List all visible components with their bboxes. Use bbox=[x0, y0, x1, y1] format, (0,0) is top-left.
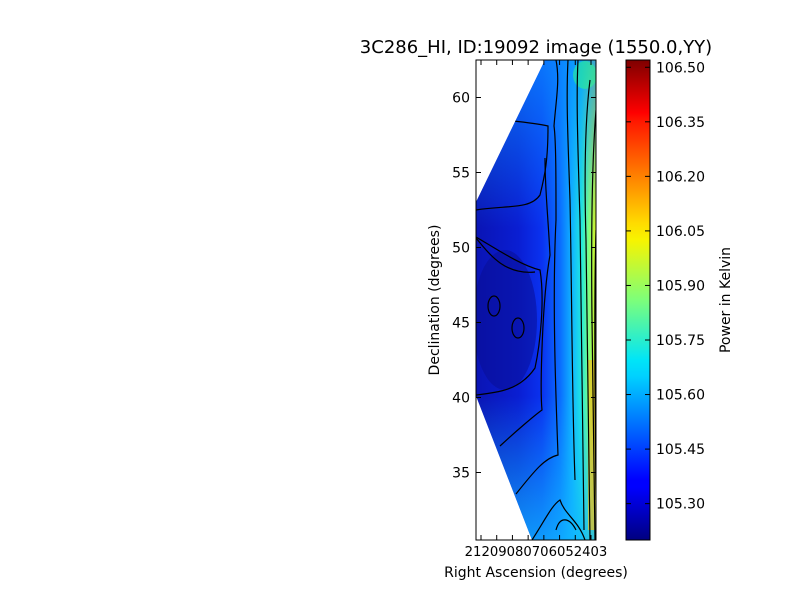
y-tick-label: 40 bbox=[452, 391, 470, 407]
colorbar-tick-label: 106.05 bbox=[656, 224, 705, 240]
contour-line bbox=[566, 60, 576, 481]
y-tick-label: 55 bbox=[452, 166, 470, 182]
x-axis-ticks bbox=[480, 60, 592, 540]
contour-line bbox=[576, 60, 585, 531]
y-tick-label: 60 bbox=[452, 91, 470, 107]
colorbar-tick-label: 106.35 bbox=[656, 115, 705, 131]
x-tick-labels: 21209080706052403 bbox=[465, 545, 608, 560]
colorbar-ticks: 105.30 105.45 105.60 105.75 105.90 106.05 106.… bbox=[626, 60, 705, 513]
colorbar-label: Power in Kelvin bbox=[718, 247, 734, 353]
heatmap-field bbox=[476, 60, 596, 540]
contour-line bbox=[487, 295, 501, 317]
contour-line bbox=[499, 157, 551, 447]
contour-line bbox=[584, 79, 591, 540]
colorbar-tick-label: 105.30 bbox=[656, 497, 705, 513]
y-tick-label: 35 bbox=[452, 466, 470, 482]
colorbar-tick-label: 106.20 bbox=[656, 169, 705, 185]
y-axis-label: Declination (degrees) bbox=[427, 225, 443, 376]
colorbar-tick-label: 106.50 bbox=[656, 60, 705, 76]
contour-lines bbox=[476, 60, 596, 540]
contour-line bbox=[476, 236, 543, 396]
colorbar-tick-label: 105.60 bbox=[656, 388, 705, 404]
colorbar-tick-label: 105.75 bbox=[656, 333, 705, 349]
colorbar-gradient bbox=[625, 59, 651, 541]
y-tick-label: 45 bbox=[452, 316, 470, 332]
contour-line bbox=[531, 499, 586, 540]
plot-frame bbox=[475, 59, 597, 541]
chart-title: 3C286_HI, ID:19092 image (1550.0,YY) bbox=[360, 37, 712, 58]
x-axis-label: Right Ascension (degrees) bbox=[444, 565, 628, 581]
contour-line bbox=[511, 317, 525, 339]
colorbar-tick-label: 105.45 bbox=[656, 442, 705, 458]
colorbar: 105.30 105.45 105.60 105.75 105.90 106.05 106.… bbox=[625, 59, 734, 541]
contour-line bbox=[591, 109, 596, 540]
contour-line bbox=[476, 237, 536, 273]
contour-line bbox=[515, 60, 559, 495]
colorbar-tick-label: 105.90 bbox=[656, 278, 705, 294]
y-tick-label: 50 bbox=[452, 241, 470, 257]
contour-line bbox=[555, 519, 577, 531]
y-axis-ticks: 35 40 45 50 55 60 bbox=[452, 91, 596, 482]
